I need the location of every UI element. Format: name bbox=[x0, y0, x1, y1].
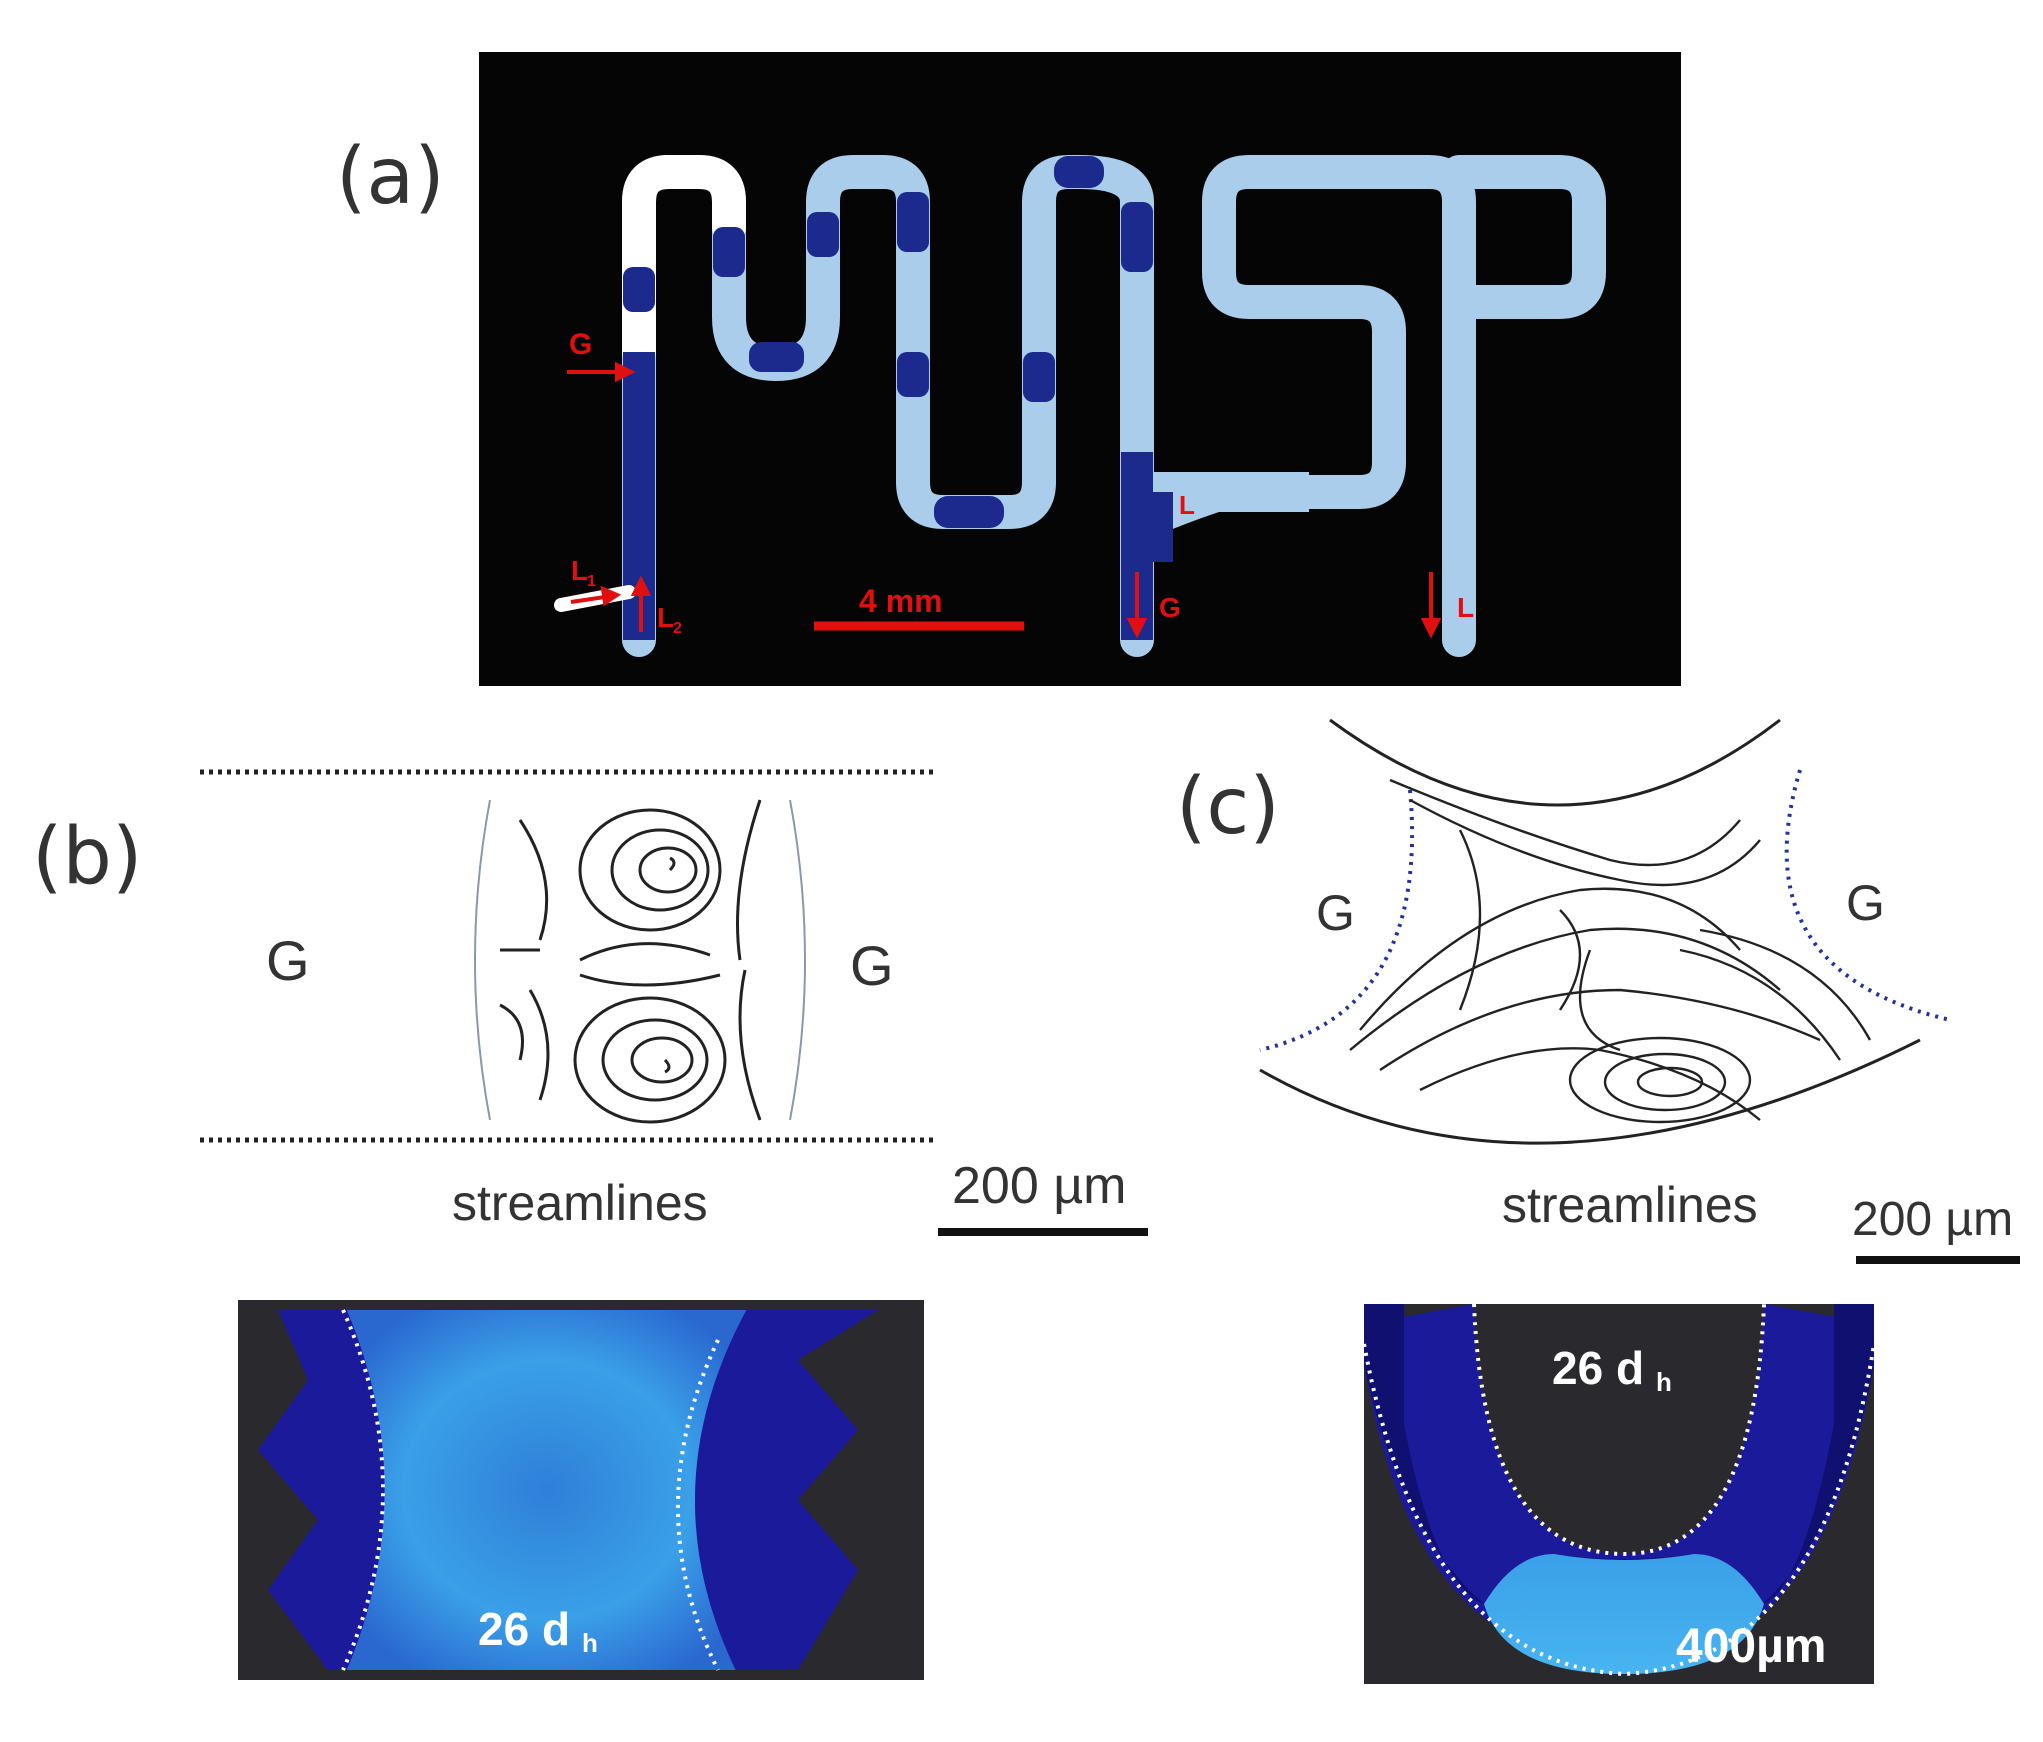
label-l1: L bbox=[571, 555, 588, 586]
gas-label-c-right: G bbox=[1846, 875, 1885, 931]
outlet-channel bbox=[1202, 155, 1606, 657]
panel-c-label: (c) bbox=[1176, 762, 1280, 852]
label-l2-sub: 2 bbox=[673, 620, 682, 637]
fluor-label-b: 26 d bbox=[478, 1603, 570, 1655]
panel-b-label: (b) bbox=[32, 812, 143, 902]
fluor-label-c-sub: h bbox=[1656, 1367, 1672, 1397]
gas-label-b-left: G bbox=[266, 929, 310, 992]
fluorescence-b-image: 26 d h bbox=[238, 1300, 924, 1680]
caption-b: streamlines bbox=[452, 1175, 708, 1231]
fluor-label-c: 26 d bbox=[1552, 1342, 1644, 1394]
label-l1-sub: 1 bbox=[587, 573, 596, 590]
label-l2: L bbox=[657, 602, 674, 633]
label-g-outlet: G bbox=[1159, 592, 1181, 623]
scale-label-a: 4 mm bbox=[859, 583, 943, 619]
fluorescence-c-image: 26 d h 400µm bbox=[1362, 1303, 1876, 1684]
liquid-slugs bbox=[623, 156, 1153, 640]
streamlines-b-diagram: G G bbox=[200, 769, 935, 1143]
fluor-scale-label-c: 400µm bbox=[1676, 1620, 1826, 1673]
scale-label-b: 200 µm bbox=[952, 1157, 1127, 1215]
gas-label-b-right: G bbox=[850, 934, 894, 997]
label-l-outlet: L bbox=[1457, 592, 1474, 623]
gas-label-c-left: G bbox=[1316, 885, 1355, 941]
streamlines-c-diagram: G G bbox=[1259, 718, 1951, 1145]
fluor-label-b-sub: h bbox=[582, 1628, 598, 1658]
microchip-image: G L 1 L 2 L G L 4 mm bbox=[479, 52, 1681, 686]
scale-label-c: 200 µm bbox=[1852, 1193, 2014, 1246]
label-l-separator: L bbox=[1179, 490, 1195, 520]
scale-bar-c bbox=[1856, 1256, 2020, 1264]
label-g-inlet: G bbox=[569, 328, 592, 361]
panel-a-label: (a) bbox=[336, 132, 445, 222]
caption-c: streamlines bbox=[1502, 1177, 1758, 1233]
scale-bar-b bbox=[938, 1228, 1148, 1236]
